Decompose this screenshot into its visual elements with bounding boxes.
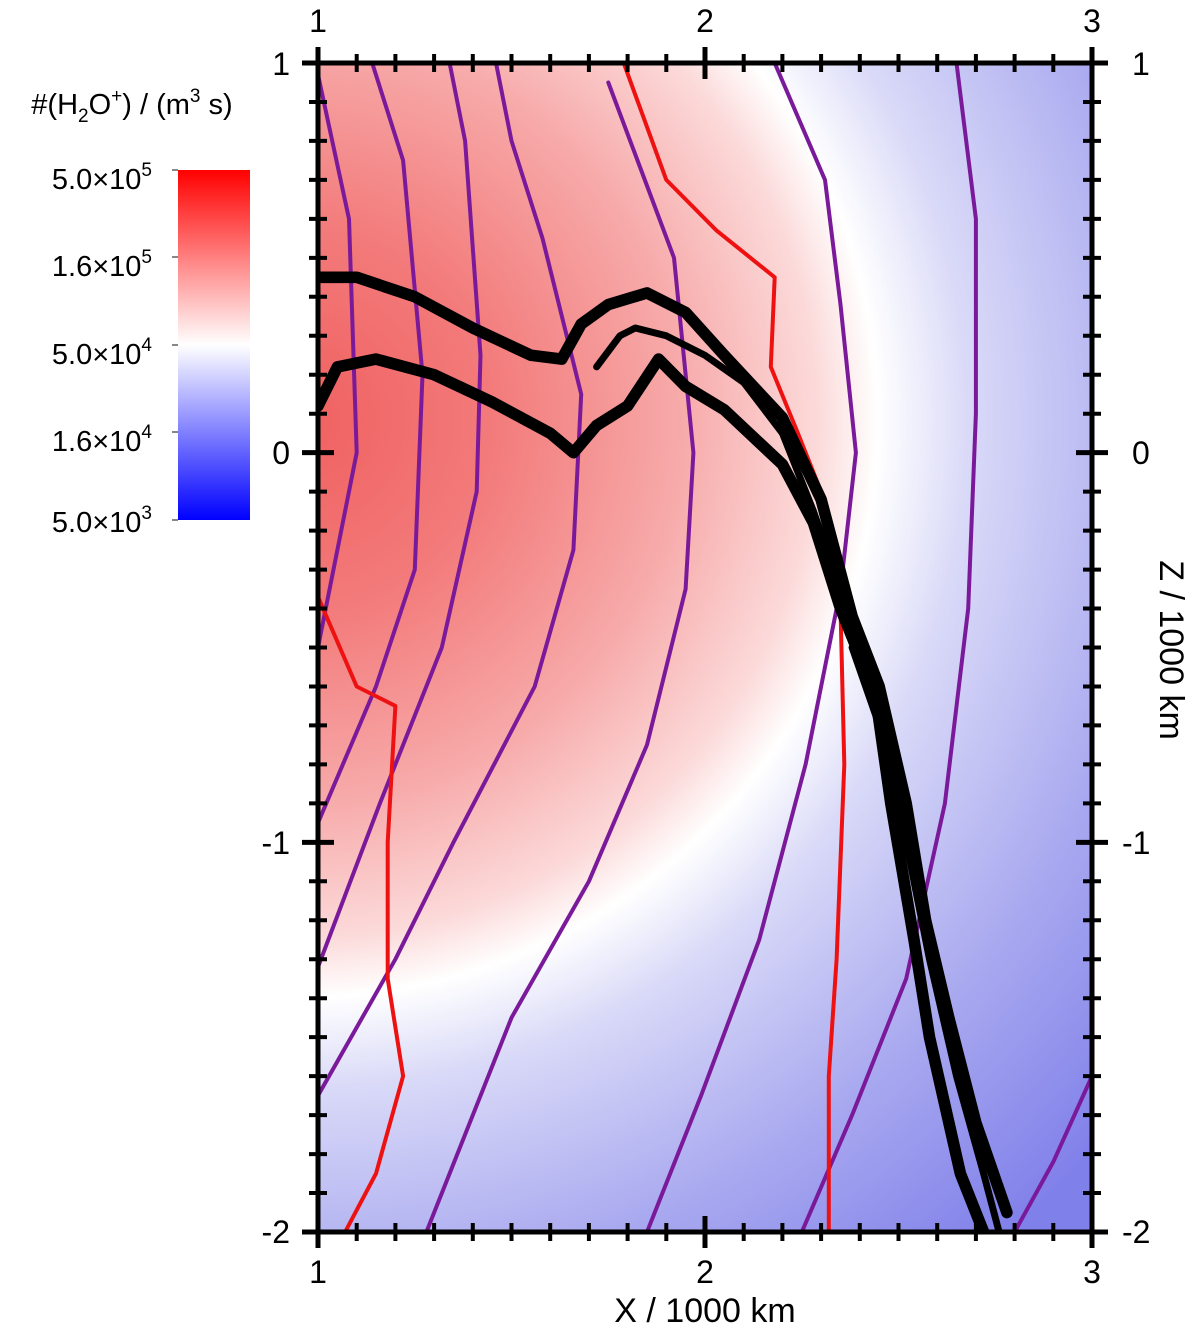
x-bottom-tick-label: 1 [309, 1254, 327, 1290]
black-bands [318, 271, 1013, 1232]
colorbar [178, 170, 250, 520]
x-top-tick-label: 2 [696, 3, 714, 39]
colorbar-tick-label: 1.6×105 [52, 247, 152, 283]
red-contour-line [318, 594, 406, 1232]
black-band [318, 353, 990, 1232]
colorbar-tick-label: 5.0×103 [52, 503, 152, 539]
y-right-tick-label: -2 [1122, 1214, 1150, 1250]
purple-contour-line [318, 63, 483, 969]
x-top-tick-label: 1 [309, 3, 327, 39]
y-left-tick-label: -2 [262, 1214, 290, 1250]
colorbar-tick-label: 5.0×105 [52, 160, 152, 196]
purple-contour-line [1012, 1074, 1092, 1232]
y-right-tick-label: 1 [1132, 46, 1150, 82]
purple-contour-line [799, 63, 978, 1232]
y-left-tick-label: 0 [272, 435, 290, 471]
black-band [848, 644, 1003, 1232]
y-right-tick-label: 0 [1132, 435, 1150, 471]
y-left-tick-label: -1 [262, 825, 290, 861]
black-band [318, 271, 1013, 1219]
colorbar-title: #(H2O+) / (m3 s) [31, 86, 232, 127]
colorbar-tick-label: 1.6×104 [52, 422, 153, 458]
purple-contour-line [318, 63, 584, 1098]
plot-frame [315, 60, 1095, 1235]
purple-contour-line [318, 63, 425, 825]
x-axis-title: X / 1000 km [614, 1292, 795, 1330]
y-left-tick-label: 1 [272, 46, 290, 82]
x-top-tick-label: 3 [1083, 3, 1101, 39]
y-right-tick-label: -1 [1122, 825, 1150, 861]
x-bottom-tick-label: 3 [1083, 1254, 1101, 1290]
colorbar-tick-label: 5.0×104 [52, 335, 153, 371]
y-axis-title: Z / 1000 km [1152, 560, 1190, 740]
black-band [593, 324, 844, 593]
purple-contour-line [318, 72, 359, 650]
x-bottom-tick-label: 2 [696, 1254, 714, 1290]
purple-contour-line [424, 80, 696, 1232]
